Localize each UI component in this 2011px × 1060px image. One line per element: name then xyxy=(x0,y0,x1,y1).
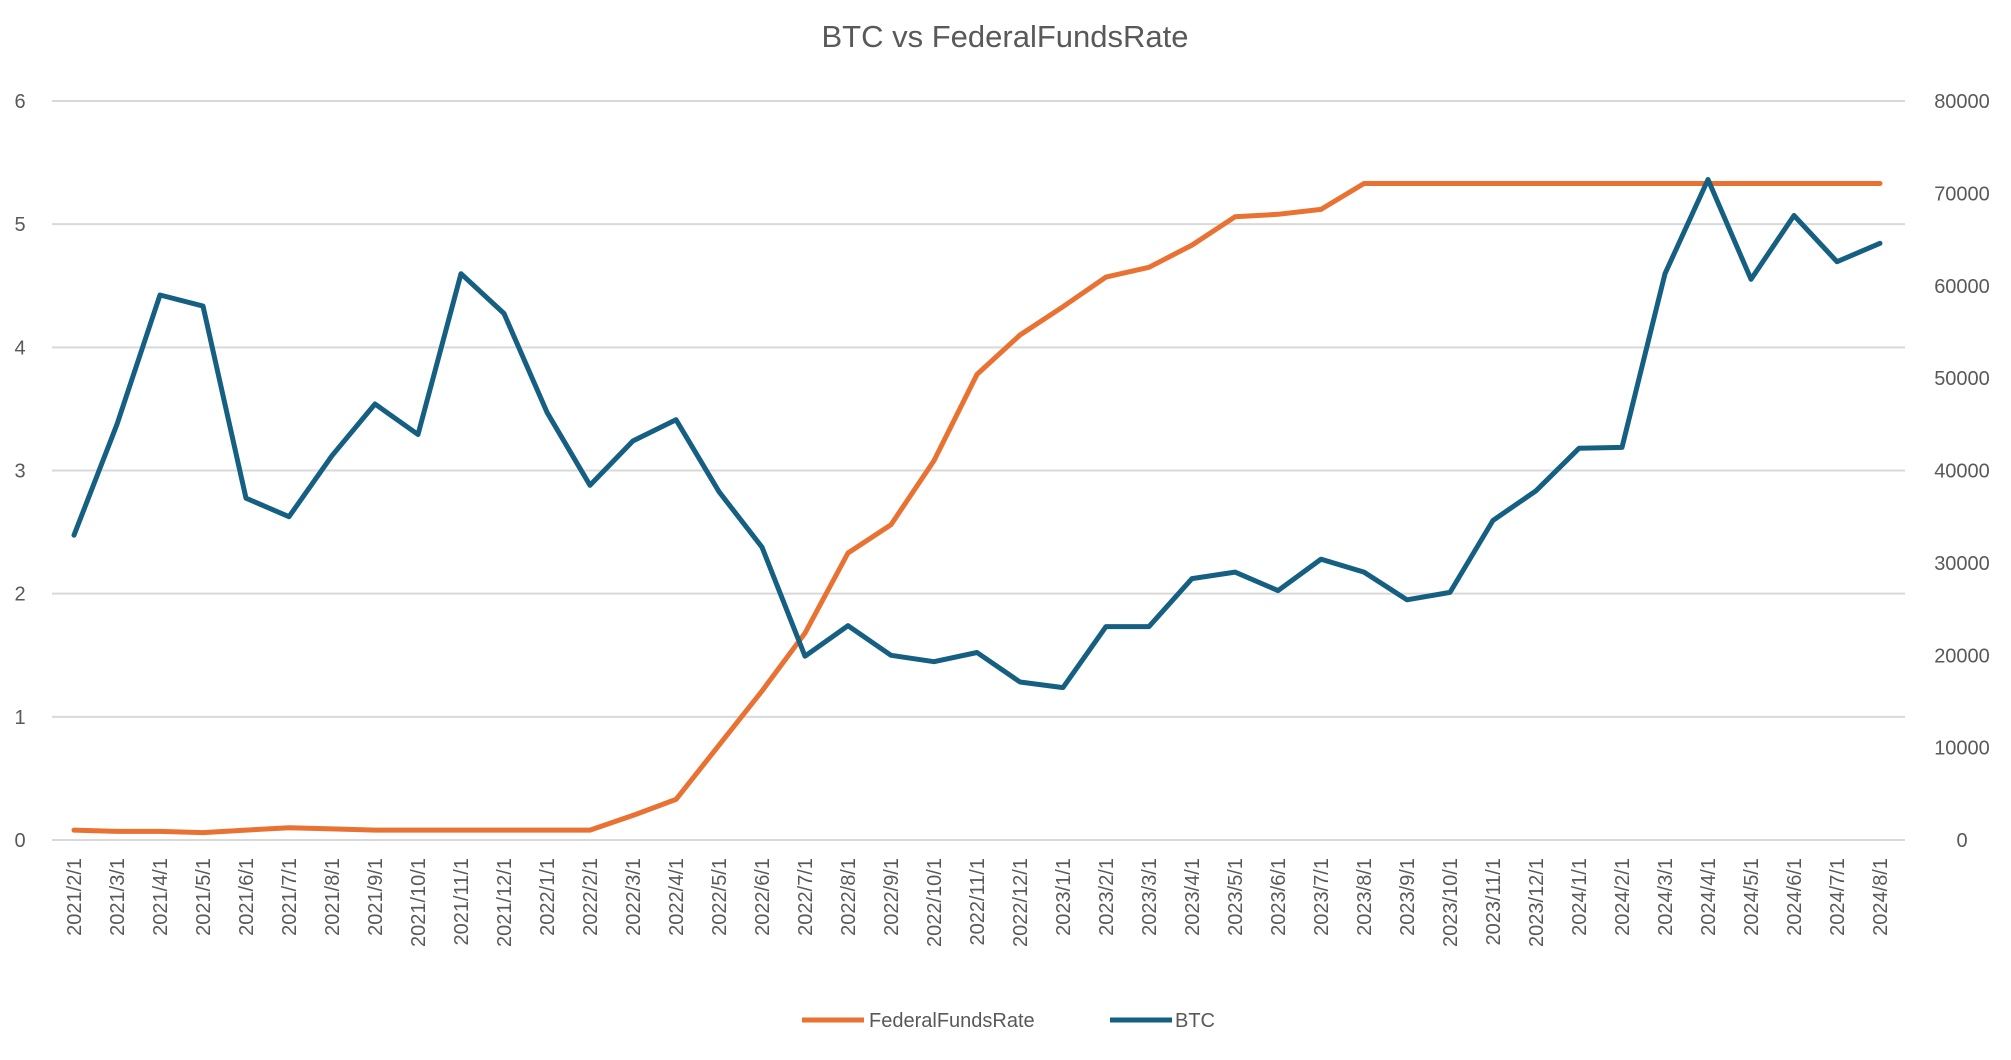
x-tick-label: 2022/12/1 xyxy=(1010,858,1032,947)
left-tick-label: 3 xyxy=(14,461,25,483)
right-tick-label: 80000 xyxy=(1934,91,1990,113)
left-axis-ticks: 0 1 2 3 4 5 6 xyxy=(14,91,25,852)
x-axis-ticks: 2021/2/1 2021/3/1 2021/4/1 2021/5/1 2021/6/1… xyxy=(64,858,1892,947)
legend-label-federalfundsrate: FederalFundsRate xyxy=(869,1010,1035,1032)
left-tick-label: 2 xyxy=(14,584,25,606)
x-tick-label: 2022/2/1 xyxy=(580,858,602,936)
x-tick-label: 2021/4/1 xyxy=(150,858,172,936)
x-tick-label: 2021/8/1 xyxy=(322,858,344,936)
x-tick-label: 2022/3/1 xyxy=(623,858,645,936)
x-tick-label: 2022/1/1 xyxy=(537,858,559,936)
x-tick-label: 2021/3/1 xyxy=(107,858,129,936)
left-tick-label: 4 xyxy=(14,337,25,359)
legend: FederalFundsRate BTC xyxy=(802,1010,1215,1032)
x-tick-label: 2023/3/1 xyxy=(1139,858,1161,936)
x-tick-label: 2023/1/1 xyxy=(1053,858,1075,936)
x-tick-label: 2021/12/1 xyxy=(494,858,516,947)
x-tick-label: 2023/8/1 xyxy=(1354,858,1376,936)
x-tick-label: 2021/10/1 xyxy=(408,858,430,947)
right-tick-label: 0 xyxy=(1956,830,1967,852)
x-tick-label: 2024/7/1 xyxy=(1827,858,1849,936)
right-tick-label: 70000 xyxy=(1934,183,1990,205)
x-tick-label: 2023/12/1 xyxy=(1526,858,1548,947)
x-tick-label: 2022/4/1 xyxy=(666,858,688,936)
x-tick-label: 2023/10/1 xyxy=(1440,858,1462,947)
chart-title: BTC vs FederalFundsRate xyxy=(822,19,1189,54)
x-tick-label: 2023/5/1 xyxy=(1225,858,1247,936)
right-tick-label: 50000 xyxy=(1934,368,1990,390)
x-tick-label: 2023/2/1 xyxy=(1096,858,1118,936)
x-tick-label: 2023/9/1 xyxy=(1397,858,1419,936)
right-tick-label: 40000 xyxy=(1934,461,1990,483)
x-tick-label: 2021/9/1 xyxy=(365,858,387,936)
x-tick-label: 2023/4/1 xyxy=(1182,858,1204,936)
left-tick-label: 5 xyxy=(14,214,25,236)
right-tick-label: 10000 xyxy=(1934,738,1990,760)
series-line-btc xyxy=(71,177,1883,691)
x-tick-label: 2024/1/1 xyxy=(1569,858,1591,936)
right-tick-label: 60000 xyxy=(1934,276,1990,298)
legend-label-btc: BTC xyxy=(1175,1010,1215,1032)
x-tick-label: 2021/2/1 xyxy=(64,858,86,936)
x-tick-label: 2022/10/1 xyxy=(924,858,946,947)
series-line-federalfundsrate xyxy=(71,181,1883,836)
x-tick-label: 2024/3/1 xyxy=(1655,858,1677,936)
right-tick-label: 30000 xyxy=(1934,553,1990,575)
x-tick-label: 2022/6/1 xyxy=(752,858,774,936)
x-tick-label: 2024/2/1 xyxy=(1612,858,1634,936)
x-tick-label: 2024/6/1 xyxy=(1784,858,1806,936)
series-lines xyxy=(71,177,1883,836)
right-tick-label: 20000 xyxy=(1934,645,1990,667)
x-tick-label: 2022/5/1 xyxy=(709,858,731,936)
x-tick-label: 2021/5/1 xyxy=(193,858,215,936)
x-tick-label: 2023/6/1 xyxy=(1268,858,1290,936)
x-tick-label: 2023/7/1 xyxy=(1311,858,1333,936)
left-tick-label: 1 xyxy=(14,707,25,729)
left-tick-label: 0 xyxy=(14,830,25,852)
x-tick-label: 2024/5/1 xyxy=(1741,858,1763,936)
gridlines xyxy=(52,100,1905,841)
x-tick-label: 2021/7/1 xyxy=(279,858,301,936)
right-axis-ticks: 0 10000 20000 30000 40000 50000 60000 70000 8000… xyxy=(1934,91,1990,852)
x-tick-label: 2022/9/1 xyxy=(881,858,903,936)
x-tick-label: 2022/7/1 xyxy=(795,858,817,936)
x-tick-label: 2022/11/1 xyxy=(967,858,989,946)
x-tick-label: 2021/11/1 xyxy=(451,858,473,946)
x-tick-label: 2021/6/1 xyxy=(236,858,258,936)
x-tick-label: 2023/11/1 xyxy=(1483,858,1505,946)
left-tick-label: 6 xyxy=(14,91,25,113)
x-tick-label: 2024/8/1 xyxy=(1870,858,1892,936)
x-tick-label: 2024/4/1 xyxy=(1698,858,1720,936)
x-tick-label: 2022/8/1 xyxy=(838,858,860,936)
